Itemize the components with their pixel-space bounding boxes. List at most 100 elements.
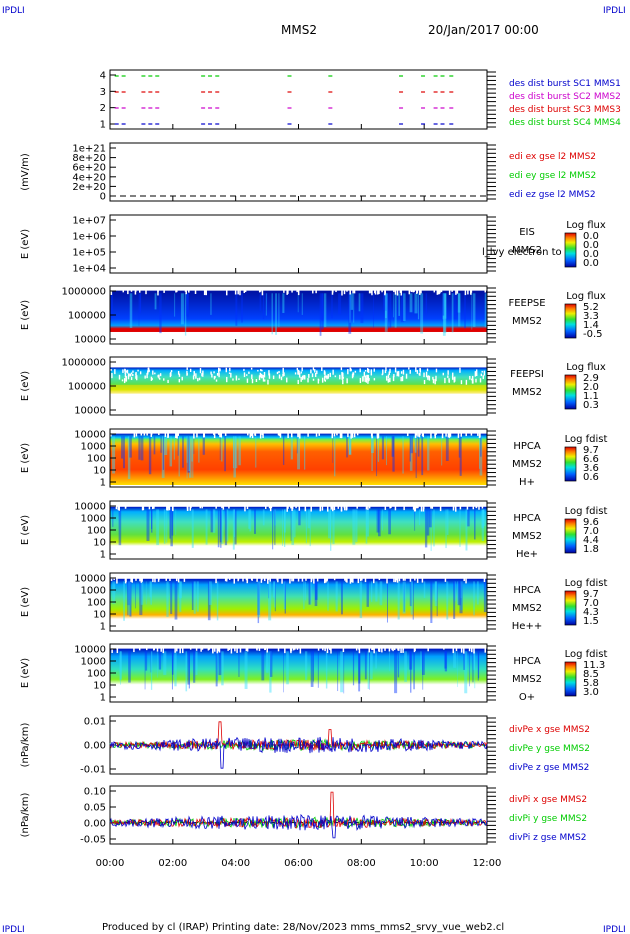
spectrogram-streak xyxy=(371,436,374,453)
spectrogram-gap xyxy=(143,432,146,436)
colorbar-tick-hpca_he2: 7.0 xyxy=(583,598,599,609)
spectrogram-streak xyxy=(157,651,159,678)
spectrogram-gap xyxy=(233,577,236,584)
spectrogram-gap xyxy=(313,577,315,584)
spectrogram-gap xyxy=(301,367,303,372)
spectrogram-gap xyxy=(456,289,459,294)
spectrogram-gap xyxy=(354,370,357,373)
ytick-label-hpca_h: 10000 xyxy=(74,430,106,441)
spectrogram-streak xyxy=(154,293,157,310)
spectrogram-gap xyxy=(471,378,474,384)
spectrogram-gap xyxy=(315,289,317,294)
spectrogram-streak xyxy=(417,436,420,457)
spectrogram-gap xyxy=(237,289,239,295)
spectrogram-streak xyxy=(443,293,447,333)
spectrogram-gap xyxy=(388,647,391,652)
spectrogram-streak xyxy=(158,651,162,670)
spectrogram-gap xyxy=(224,432,227,436)
spectrogram-gap xyxy=(238,378,240,380)
spectrogram-gap xyxy=(251,432,254,439)
spectrogram-streak xyxy=(191,436,193,462)
spectrogram-gap xyxy=(340,367,343,371)
spectrogram-gap xyxy=(359,368,361,373)
spectrogram-gap xyxy=(239,647,242,653)
spectrogram-streak xyxy=(238,651,240,677)
spectrogram-gap xyxy=(392,376,395,382)
spectrogram-gap xyxy=(268,373,271,379)
series-line-2 xyxy=(109,736,488,769)
spectrogram-gap xyxy=(426,368,429,372)
spectrogram-gap xyxy=(118,505,120,511)
spectrogram-streak xyxy=(192,436,194,478)
spectrogram-gap xyxy=(366,374,368,381)
spectrogram-gap xyxy=(316,577,319,582)
spectrogram-streak xyxy=(151,509,153,533)
spectrogram-streak xyxy=(366,509,370,537)
spectrogram-streak xyxy=(330,509,332,551)
spectrogram-streak xyxy=(282,509,283,547)
spectrogram-gap xyxy=(333,577,336,581)
spectrogram-streak xyxy=(403,293,406,321)
spectrogram-gap xyxy=(346,289,348,292)
legend-edi: edi ey gse l2 MMS2 xyxy=(509,171,596,181)
spectrogram-gap xyxy=(165,577,168,581)
spectrogram-gap xyxy=(228,505,230,509)
spectrogram-gap xyxy=(449,432,452,437)
spectrogram-gap xyxy=(466,505,469,510)
spectrogram-gap xyxy=(333,505,336,511)
spectrogram-streak xyxy=(315,581,318,600)
spectrogram-gap xyxy=(321,367,323,372)
spectrogram-gap xyxy=(384,647,386,651)
side-label-hpca_h: MMS2 xyxy=(512,459,542,470)
spectrogram-gap xyxy=(314,372,317,377)
spectrogram-gap xyxy=(343,289,346,295)
colorbar-hpca_h xyxy=(564,446,577,482)
spectrogram-gap xyxy=(444,377,446,384)
spectrogram-gap xyxy=(325,375,327,378)
spectrogram-gap xyxy=(214,375,216,379)
spectrogram-streak xyxy=(210,509,214,533)
x-axis-labels: 00:00 02:00 04:00 06:00 08:00 10:00 12:00 xyxy=(96,858,502,869)
spectrogram-streak xyxy=(457,581,461,606)
spectrogram-gap xyxy=(404,577,406,581)
spectrogram-gap xyxy=(347,369,349,375)
spectrogram-streak xyxy=(284,581,287,614)
spectrogram-streak xyxy=(366,581,369,607)
ylabel-feeps_e: E (eV) xyxy=(20,300,31,330)
spectrogram-gap xyxy=(202,375,204,377)
colorbar-title-hpca_he: Log fdist xyxy=(565,506,608,517)
spectrogram-gap xyxy=(212,647,214,653)
spectrogram-gap xyxy=(479,378,482,383)
spectrogram-gap xyxy=(472,505,475,510)
spectrogram-streak xyxy=(238,436,241,466)
spectrogram-gap xyxy=(444,577,447,582)
spectrogram-gap xyxy=(350,368,352,372)
spectrogram-streak xyxy=(444,651,447,669)
spectrogram-gap xyxy=(177,370,180,375)
spectrogram-gap xyxy=(265,505,267,509)
spectrogram-gap xyxy=(414,432,417,438)
spectrogram-streak xyxy=(233,509,236,538)
spectrogram-gap xyxy=(350,577,353,583)
spectrogram-gap xyxy=(336,432,338,436)
spectrogram-gap xyxy=(135,373,137,376)
spectrogram-gap xyxy=(339,374,341,380)
spectrogram-gap xyxy=(193,370,195,373)
spectrogram-gap xyxy=(292,647,295,651)
spectrogram-streak xyxy=(191,509,194,548)
colorbar-tick-feeps_i: 0.3 xyxy=(583,400,599,411)
spectrogram-gap xyxy=(228,647,231,650)
spectrogram-streak xyxy=(441,436,443,466)
spectrogram-gap xyxy=(251,577,253,581)
spectrogram-gap xyxy=(126,369,129,374)
legend-burst: des dist burst SC3 MMS3 xyxy=(509,105,621,115)
spectrogram-gap xyxy=(111,647,113,654)
ytick-label-hpca_he: 10000 xyxy=(74,502,106,513)
ytick-label-hpca_he2: 100 xyxy=(87,598,106,609)
spectrogram-gap xyxy=(192,375,195,380)
side-label-eis: EIS xyxy=(519,227,535,238)
spectrogram-gap xyxy=(297,432,299,438)
spectrogram-streak xyxy=(370,581,373,602)
spectrogram-streak xyxy=(398,651,400,675)
spectrogram-streak xyxy=(388,509,391,535)
